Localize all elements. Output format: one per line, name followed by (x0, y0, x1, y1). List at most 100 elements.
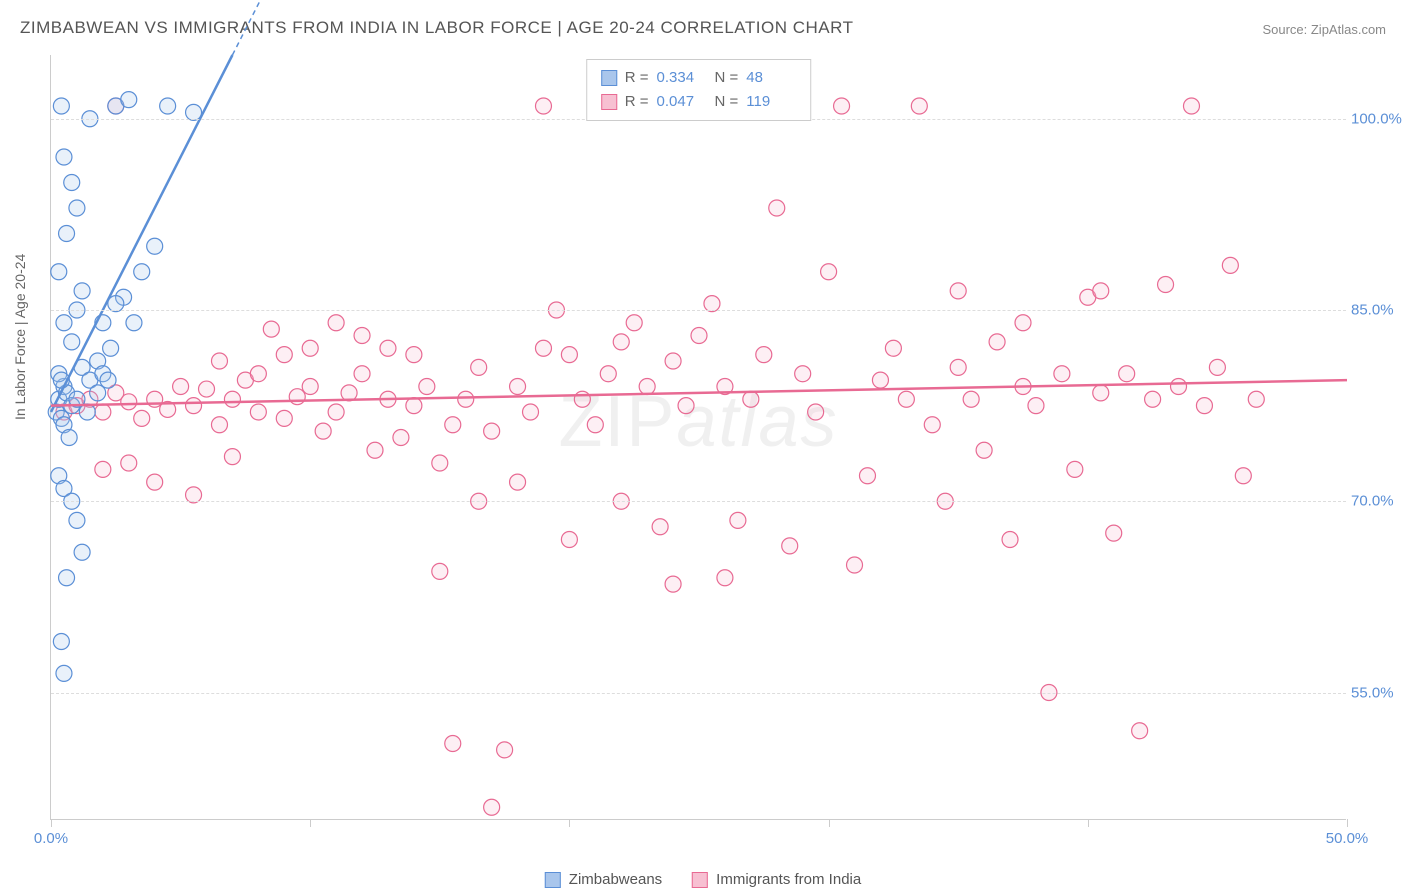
scatter-point (224, 391, 240, 407)
scatter-point (250, 404, 266, 420)
scatter-point (613, 334, 629, 350)
scatter-point (484, 799, 500, 815)
scatter-point (1028, 398, 1044, 414)
scatter-point (74, 544, 90, 560)
scatter-point (1171, 379, 1187, 395)
scatter-point (199, 381, 215, 397)
scatter-point (1093, 283, 1109, 299)
scatter-point (56, 665, 72, 681)
scatter-point (328, 315, 344, 331)
legend-label-2: Immigrants from India (716, 871, 861, 888)
scatter-point (510, 474, 526, 490)
scatter-point (885, 340, 901, 356)
scatter-point (147, 238, 163, 254)
scatter-point (121, 455, 137, 471)
scatter-point (859, 468, 875, 484)
r-value-1: 0.334 (657, 66, 707, 90)
scatter-point (134, 410, 150, 426)
scatter-point (1222, 257, 1238, 273)
scatter-point (160, 98, 176, 114)
legend-label-1: Zimbabweans (569, 871, 662, 888)
legend-swatch-2 (692, 872, 708, 888)
scatter-point (898, 391, 914, 407)
scatter-point (924, 417, 940, 433)
scatter-point (535, 98, 551, 114)
legend-item-2: Immigrants from India (692, 871, 861, 888)
scatter-point (834, 98, 850, 114)
scatter-point (354, 366, 370, 382)
scatter-point (1067, 461, 1083, 477)
scatter-point (950, 283, 966, 299)
scatter-point (963, 391, 979, 407)
n-value-2: 119 (746, 90, 796, 114)
scatter-point (1015, 315, 1031, 331)
scatter-point (121, 92, 137, 108)
y-tick-label: 70.0% (1351, 493, 1406, 510)
scatter-point (1132, 723, 1148, 739)
scatter-point (1054, 366, 1070, 382)
scatter-point (95, 461, 111, 477)
scatter-point (989, 334, 1005, 350)
scatter-point (432, 455, 448, 471)
scatter-point (445, 736, 461, 752)
scatter-point (847, 557, 863, 573)
scatter-point (1183, 98, 1199, 114)
scatter-point (471, 359, 487, 375)
x-tick (829, 819, 830, 827)
scatter-point (1106, 525, 1122, 541)
y-tick-label: 55.0% (1351, 684, 1406, 701)
scatter-point (367, 442, 383, 458)
scatter-point (950, 359, 966, 375)
scatter-point (147, 474, 163, 490)
gridline (51, 501, 1346, 502)
scatter-point (263, 321, 279, 337)
y-tick-label: 85.0% (1351, 302, 1406, 319)
scatter-point (1235, 468, 1251, 484)
scatter-point (59, 226, 75, 242)
scatter-point (484, 423, 500, 439)
scatter-point (639, 379, 655, 395)
scatter-point (95, 404, 111, 420)
scatter-point (328, 404, 344, 420)
scatter-point (380, 340, 396, 356)
scatter-point (574, 391, 590, 407)
correlation-row-1: R = 0.334 N = 48 (601, 66, 797, 90)
scatter-point (103, 340, 119, 356)
scatter-point (717, 570, 733, 586)
x-tick-label: 50.0% (1326, 830, 1369, 847)
scatter-point (393, 430, 409, 446)
scatter-point (510, 379, 526, 395)
scatter-point (419, 379, 435, 395)
scatter-point (872, 372, 888, 388)
scatter-point (976, 442, 992, 458)
scatter-point (51, 264, 67, 280)
trend-line (51, 55, 232, 412)
scatter-point (808, 404, 824, 420)
scatter-point (782, 538, 798, 554)
scatter-point (561, 532, 577, 548)
scatter-point (53, 634, 69, 650)
scatter-point (626, 315, 642, 331)
scatter-point (691, 328, 707, 344)
scatter-point (1248, 391, 1264, 407)
scatter-point (186, 398, 202, 414)
x-tick-label: 0.0% (34, 830, 68, 847)
scatter-point (69, 200, 85, 216)
scatter-point (1196, 398, 1212, 414)
series-legend: Zimbabweans Immigrants from India (545, 871, 861, 888)
correlation-legend: R = 0.334 N = 48 R = 0.047 N = 119 (586, 59, 812, 121)
scatter-point (211, 353, 227, 369)
scatter-point (79, 404, 95, 420)
scatter-point (1209, 359, 1225, 375)
scatter-point (64, 334, 80, 350)
scatter-point (406, 347, 422, 363)
x-tick (1088, 819, 1089, 827)
scatter-point (445, 417, 461, 433)
source-attribution: Source: ZipAtlas.com (1262, 22, 1386, 37)
scatter-point (302, 340, 318, 356)
x-tick (569, 819, 570, 827)
scatter-point (730, 512, 746, 528)
scatter-point (821, 264, 837, 280)
scatter-svg (51, 55, 1346, 819)
x-tick (310, 819, 311, 827)
